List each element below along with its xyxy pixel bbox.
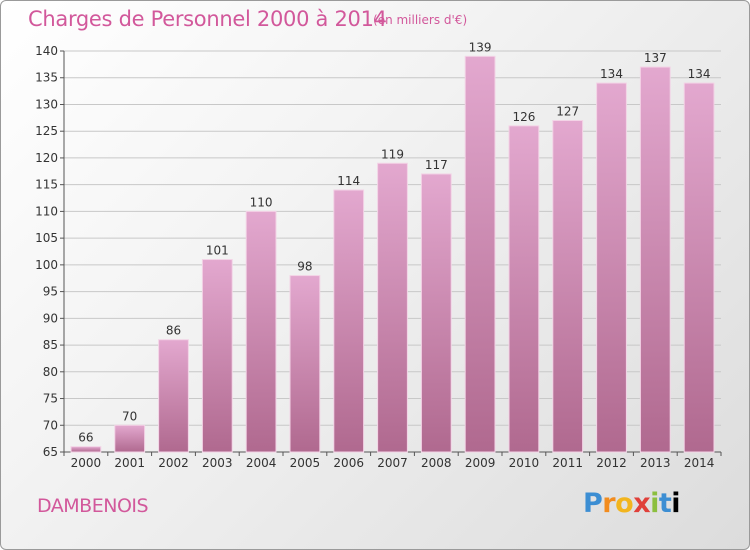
y-tick-label: 90: [43, 311, 58, 325]
bar-2014: [683, 82, 715, 453]
x-tick-label: 2002: [158, 456, 189, 470]
logo-letter: r: [602, 488, 616, 519]
x-tick-label: 2008: [421, 456, 452, 470]
bar-value-label: 127: [556, 105, 579, 119]
bar-2006: [333, 189, 365, 453]
bar-2000: [70, 446, 102, 453]
x-tick-label: 2001: [114, 456, 145, 470]
y-tick-label: 75: [43, 392, 58, 406]
bar-value-label: 110: [250, 195, 273, 209]
bar-2007: [377, 162, 408, 453]
bar-2013: [639, 66, 671, 453]
logo-letter: P: [583, 488, 603, 519]
bar-2008: [420, 173, 452, 453]
bar-value-label: 134: [688, 67, 711, 81]
x-tick-label: 2005: [290, 456, 321, 470]
bar-2001: [114, 424, 146, 453]
labels: 65 70 75 80 85 90 95 100 105 110 115 120 125 130 135 14…: [35, 40, 714, 470]
bar-value-label: 66: [78, 431, 93, 445]
logo-letter: i: [650, 488, 659, 519]
y-tick-label: 120: [35, 151, 58, 165]
y-tick-label: 130: [35, 97, 58, 111]
y-tick-label: 95: [43, 285, 58, 299]
bar-2012: [596, 82, 627, 453]
bar-value-label: 114: [337, 174, 360, 188]
logo-letter: x: [633, 488, 651, 519]
bars: [70, 55, 715, 453]
x-tick-label: 2013: [640, 456, 671, 470]
bar-value-label: 134: [600, 67, 623, 81]
bar-2004: [245, 210, 277, 453]
x-tick-label: 2000: [71, 456, 102, 470]
y-tick-label: 85: [43, 338, 58, 352]
bar-value-label: 126: [512, 110, 535, 124]
bar-value-label: 117: [425, 158, 448, 172]
x-tick-label: 2007: [377, 456, 408, 470]
y-tick-label: 140: [35, 44, 58, 58]
y-tick-label: 100: [35, 258, 58, 272]
x-tick-label: 2012: [596, 456, 627, 470]
y-tick-label: 115: [35, 178, 58, 192]
logo-letter: o: [615, 488, 634, 519]
y-tick-label: 80: [43, 365, 58, 379]
x-tick-label: 2010: [509, 456, 540, 470]
chart-subtitle: (en milliers d'€): [373, 13, 468, 27]
bar-2010: [508, 125, 540, 453]
city-name: DAMBENOIS: [37, 495, 149, 517]
y-tick-label: 70: [43, 418, 58, 432]
x-tick-label: 2003: [202, 456, 233, 470]
bar-2011: [552, 120, 584, 453]
bar-2003: [201, 259, 233, 453]
y-tick-label: 110: [35, 204, 58, 218]
logo-letter: t: [658, 488, 672, 519]
x-tick-label: 2009: [465, 456, 496, 470]
x-tick-label: 2006: [333, 456, 364, 470]
y-tick-label: 105: [35, 231, 58, 245]
bar-2009: [464, 55, 496, 453]
bar-value-label: 86: [166, 324, 181, 338]
bar-value-label: 137: [644, 51, 667, 65]
bar-value-label: 139: [469, 40, 492, 54]
y-tick-label: 125: [35, 124, 58, 138]
bar-2005: [289, 275, 321, 453]
bar-2002: [158, 339, 189, 453]
y-tick-label: 65: [43, 445, 58, 459]
x-tick-label: 2011: [552, 456, 583, 470]
bar-value-label: 98: [297, 260, 312, 274]
bar-value-label: 70: [122, 409, 137, 423]
logo-letter: i: [671, 488, 681, 519]
proxiti-logo: Proxiti: [583, 488, 681, 519]
bar-value-label: 119: [381, 147, 404, 161]
x-tick-label: 2004: [246, 456, 277, 470]
bar-value-label: 101: [206, 244, 229, 258]
chart-title: Charges de Personnel 2000 à 2014: [28, 7, 387, 31]
x-tick-label: 2014: [684, 456, 715, 470]
y-tick-label: 135: [35, 71, 58, 85]
